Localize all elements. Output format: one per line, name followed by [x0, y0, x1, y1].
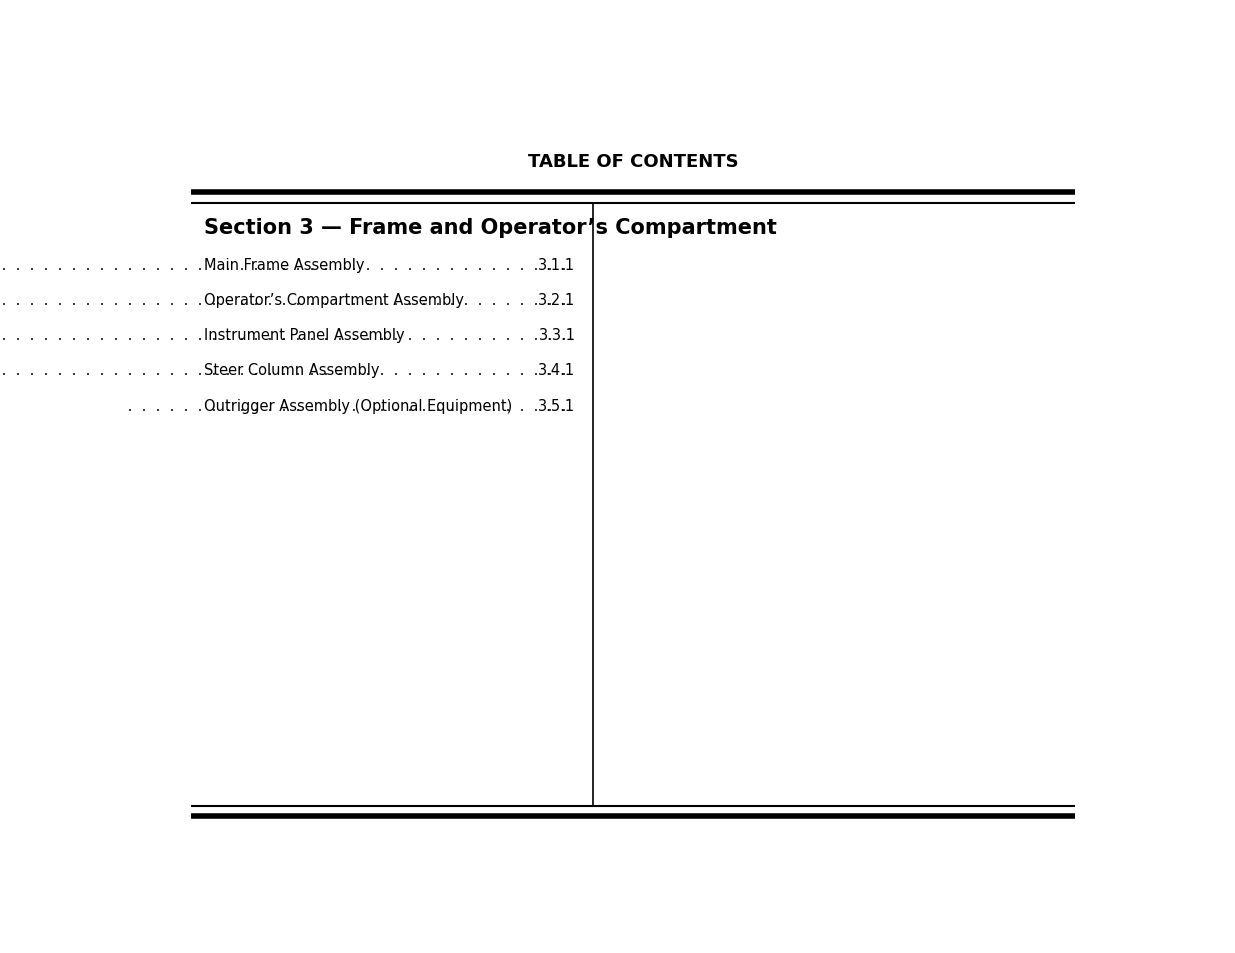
Text: Instrument Panel Assembly: Instrument Panel Assembly — [204, 328, 405, 343]
Text: 3.2.1: 3.2.1 — [538, 293, 576, 308]
Text: Outrigger Assembly (Optional Equipment): Outrigger Assembly (Optional Equipment) — [204, 398, 513, 414]
Text: .  .  .  .  .  .  .  .  .  .  .  .  .  .  .  .  .  .  .  .  .  .  .  .  .  .  . : . . . . . . . . . . . . . . . . . . . . … — [0, 328, 571, 343]
Text: 3.1.1: 3.1.1 — [538, 257, 576, 273]
Text: .  .  .  .  .  .  .  .  .  .  .  .  .  .  .  .  .  .  .  .  .  .  .  .  .  .  . : . . . . . . . . . . . . . . . . . . . . … — [0, 363, 571, 378]
Text: Steer Column Assembly: Steer Column Assembly — [204, 363, 379, 378]
Text: .  .  .  .  .  .  .  .  .  .  .  .  .  .  .  .  .  .  .  .  .  .  .  .  .  .  . : . . . . . . . . . . . . . . . . . . . . … — [122, 398, 571, 414]
Text: .  .  .  .  .  .  .  .  .  .  .  .  .  .  .  .  .  .  .  .  .  .  .  .  .  .  . : . . . . . . . . . . . . . . . . . . . . … — [0, 293, 571, 308]
Text: 3.5.1: 3.5.1 — [538, 398, 576, 414]
Text: TABLE OF CONTENTS: TABLE OF CONTENTS — [527, 153, 739, 171]
Text: Section 3 — Frame and Operator’s Compartment: Section 3 — Frame and Operator’s Compart… — [204, 218, 777, 238]
Text: .  .  .  .  .  .  .  .  .  .  .  .  .  .  .  .  .  .  .  .  .  .  .  .  .  .  . : . . . . . . . . . . . . . . . . . . . . … — [0, 257, 571, 273]
Text: Operator’s Compartment Assembly: Operator’s Compartment Assembly — [204, 293, 464, 308]
Text: 3.4.1: 3.4.1 — [538, 363, 576, 378]
Text: Main Frame Assembly: Main Frame Assembly — [204, 257, 364, 273]
Text: 3.3.1: 3.3.1 — [538, 328, 576, 343]
